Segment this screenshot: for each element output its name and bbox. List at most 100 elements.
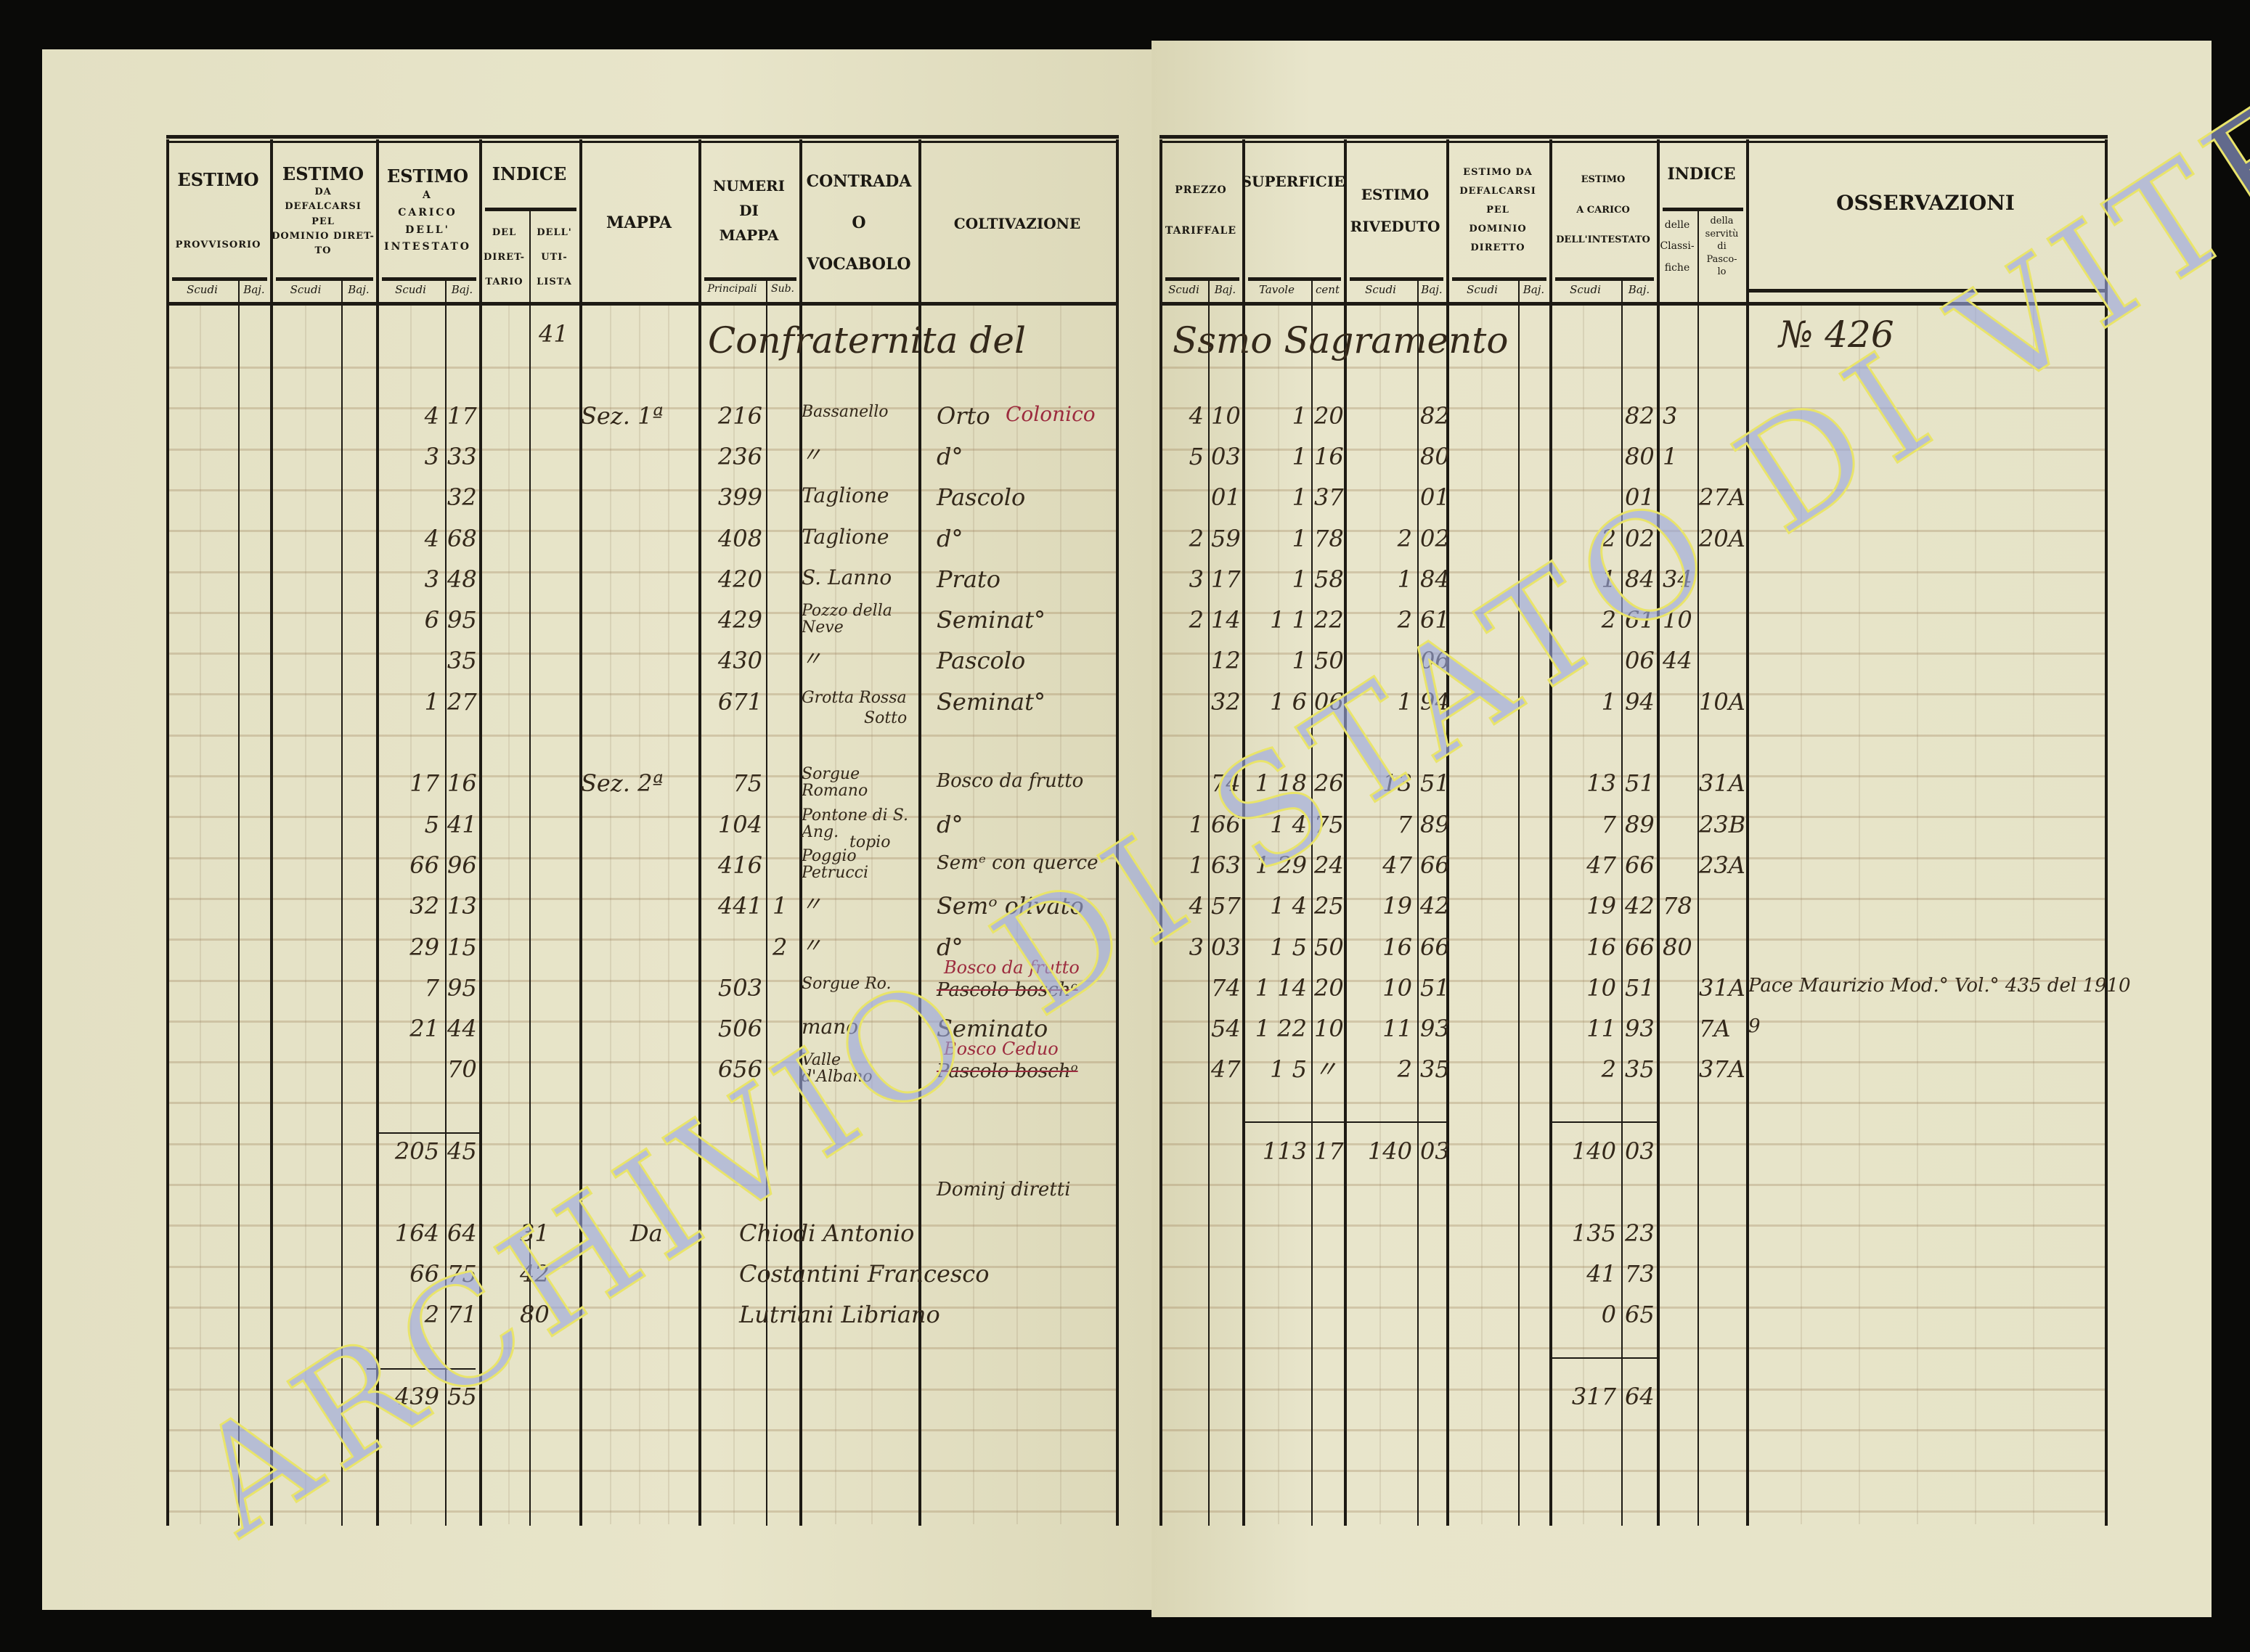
cell-rcar-s: 7	[1601, 810, 1616, 838]
cell-riv-s: 16	[1382, 933, 1412, 961]
column-rule	[1446, 139, 1449, 1526]
ruling-line	[1159, 488, 2105, 491]
cell-ind-pasc: 37A	[1699, 1055, 1745, 1084]
cell-rcar-b: 03	[1625, 1137, 1655, 1165]
ruling-line	[166, 816, 1116, 819]
ruling-line	[1016, 305, 1018, 1524]
column-rule	[799, 139, 802, 1526]
column-rule	[376, 139, 379, 1526]
cell-riv-b: 94	[1420, 687, 1450, 716]
cell-ind-pasc: 23A	[1699, 851, 1745, 879]
cell-car-b: 15	[447, 933, 477, 961]
cell-rcar-s: 0	[1601, 1301, 1616, 1329]
ruling-line	[1278, 305, 1279, 1524]
sub-column-rule	[1518, 279, 1520, 1526]
header-estimo-carico: ESTIMO A CARICO DELL' INTESTATO	[376, 145, 479, 276]
cell-riv-s: 13	[1382, 769, 1412, 798]
header-estimo-riveduto: ESTIMO RIVEDUTO	[1350, 186, 1440, 235]
unit-principali: Principali	[707, 283, 757, 295]
unit-baj: Baj.	[1214, 283, 1236, 296]
header-superficie: SUPERFICIE	[1241, 173, 1345, 190]
locality-note: Sotto	[864, 708, 908, 727]
ruling-line	[1801, 305, 1802, 1524]
sub-header-rule	[382, 277, 476, 281]
ruling-line	[1159, 611, 2105, 614]
cell-riv-b: 93	[1420, 1015, 1450, 1043]
cell-contrada: Pontone di S. Ang.	[802, 806, 908, 841]
cell-sup-t: 1 4	[1270, 810, 1307, 838]
ruling-line	[166, 734, 1116, 737]
ruling-line	[1159, 571, 2105, 573]
cell-prez-s: 5	[1189, 442, 1204, 470]
header-estimo-carico-intestato: ESTIMO A CARICO DELL'INTESTATO	[1556, 174, 1650, 246]
header-title: ESTIMO	[282, 163, 364, 185]
cell-contrada: Sorgue Romano	[802, 765, 868, 801]
cell-rcar-b: 51	[1625, 973, 1655, 1002]
cell-car-s: 32	[409, 892, 439, 920]
cell-contrada: Taglione	[802, 483, 889, 508]
header-indice-utilista: DELL' UTI- LISTA	[537, 227, 572, 287]
cell-num-p: 430	[717, 647, 762, 675]
sub-column-rule	[238, 279, 240, 1526]
ruling-line	[166, 897, 1116, 900]
cell-num-p: 441	[717, 892, 762, 920]
ruling-line	[1159, 1184, 2105, 1186]
cell-ind-pasc: 23B	[1699, 810, 1746, 838]
ruling-line	[166, 653, 1116, 655]
cell-sup-t: 1	[1292, 647, 1307, 675]
cell-prez-b: 54	[1211, 1015, 1241, 1043]
cell-riv-b: 51	[1420, 769, 1450, 798]
cell-prez-b: 12	[1211, 647, 1241, 675]
cell-riv-s: 1	[1397, 565, 1412, 593]
cell-riv-b: 51	[1420, 973, 1450, 1002]
cell-rcar-b: 02	[1625, 524, 1655, 552]
header-estimo-provvisorio: ESTIMO PROVVISORIO	[166, 145, 270, 276]
cell-colt: Seminat°	[937, 687, 1045, 716]
cell-car-b: 17	[447, 401, 477, 430]
unit-baj: Baj.	[1421, 283, 1443, 296]
column-rule	[1344, 139, 1347, 1526]
cell-sup-t: 1	[1292, 524, 1307, 552]
cell-rcar-b: 93	[1625, 1015, 1655, 1043]
cell-car-b: 96	[447, 851, 477, 879]
ruling-line	[166, 367, 1116, 369]
cell-mappa: Sez. 1ª	[581, 401, 664, 430]
ruling-line	[166, 1428, 1116, 1431]
cell-ind-cl: 1	[1663, 442, 1678, 470]
cell-prez-s: 2	[1189, 606, 1204, 634]
ruling-line	[166, 1020, 1116, 1023]
cell-rcar-b: 73	[1625, 1259, 1655, 1288]
cell-riv-b: 03	[1420, 1137, 1450, 1165]
ruling-line	[166, 571, 1116, 573]
cell-rcar-s: 135	[1571, 1219, 1616, 1247]
cell-prez-s: 1	[1189, 851, 1204, 879]
cell-ind-dir: 80	[520, 1301, 550, 1329]
header-indice-direttario: DEL DIRET- TARIO	[484, 227, 525, 287]
cell-rcar-b: 61	[1625, 606, 1655, 634]
cell-colt: Seminato	[937, 1015, 1048, 1043]
header-top-rule	[1159, 135, 2108, 139]
column-rule	[1116, 139, 1119, 1526]
cell-car-s: 7	[424, 973, 439, 1002]
ruling-line	[1159, 1347, 2105, 1350]
cell-prez-b: 03	[1211, 933, 1241, 961]
cell-sup-t: 1 22	[1255, 1015, 1307, 1043]
cell-sup-c: 〃	[1314, 1055, 1338, 1084]
cell-car-s: 439	[394, 1382, 439, 1410]
header-sub: PROVVISORIO	[175, 240, 261, 251]
cell-car-s: 66	[409, 851, 439, 879]
sub-column-rule	[1697, 210, 1699, 1526]
cell-rcar-s: 2	[1601, 1055, 1616, 1084]
header-bottom-rule	[1159, 302, 2108, 306]
cell-car-b: 95	[447, 606, 477, 634]
cell-car-b: 68	[447, 524, 477, 552]
column-rule	[270, 139, 273, 1526]
cell-num-p: 75	[733, 769, 762, 798]
cell-rcar-s: 317	[1571, 1382, 1616, 1410]
ruling-line	[305, 305, 306, 1524]
cell-prez-s: 1	[1189, 810, 1204, 838]
cell-rcar-s: 13	[1586, 769, 1616, 798]
cell-sup-c: 58	[1314, 565, 1344, 593]
cultivation-correction: Colonico	[1006, 401, 1096, 426]
cell-car-b: 32	[447, 483, 477, 512]
